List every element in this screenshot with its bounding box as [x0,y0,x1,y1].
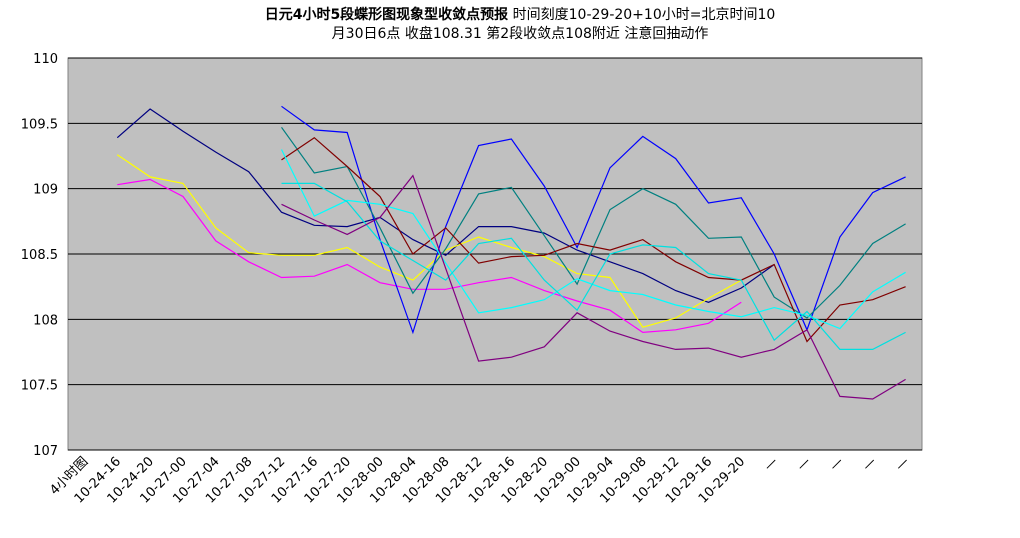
x-tick-label: — [794,454,814,474]
series-line [116,108,775,303]
y-tick-label: 109.5 [21,117,58,132]
y-tick-label: 107 [33,444,58,459]
chart-subtitle: 时间刻度10-29-20+10小时=北京时间10月30日6点 收盘108.31 … [331,7,776,42]
x-tick-label: — [761,454,781,474]
y-tick-label: 109 [33,183,58,198]
series-line [281,174,906,400]
series-line [117,178,742,334]
series-line [116,154,742,328]
x-tick-label: — [893,454,913,474]
y-tick-label: 110 [33,52,58,67]
y-tick-label: 108.5 [21,248,58,263]
x-tick-label: — [860,454,880,474]
series-line [281,105,906,335]
y-tick-label: 107.5 [21,379,58,394]
series-line [281,182,906,350]
series-line [280,149,906,330]
x-tick-label: — [827,454,847,474]
title-block: 日元4小时5段蝶形图现象型收敛点预报 时间刻度10-29-20+10小时=北京时… [110,6,930,44]
chart-title: 日元4小时5段蝶形图现象型收敛点预报 [264,7,509,23]
y-tick-label: 108 [33,313,58,328]
